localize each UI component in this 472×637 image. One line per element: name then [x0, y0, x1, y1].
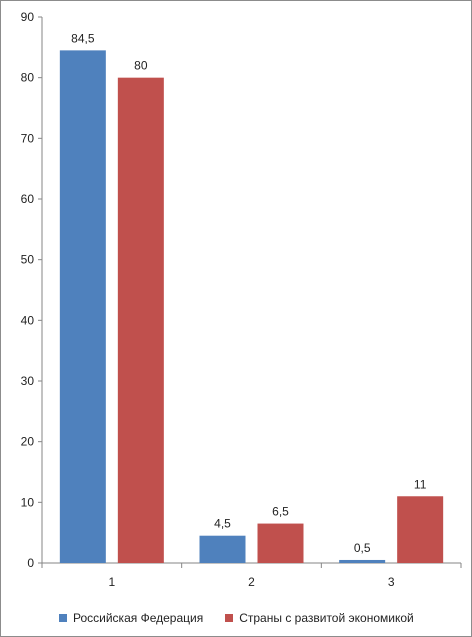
bar-series-2-cat-1 — [117, 77, 164, 564]
y-tick-label-90: 90 — [21, 10, 35, 24]
x-tick-label-2: 2 — [248, 575, 255, 589]
x-tick-label-1: 1 — [108, 575, 115, 589]
chart-legend: Российская Федерация Страны с развитой э… — [59, 610, 414, 626]
bar-series-1-cat-1 — [59, 50, 106, 564]
y-tick-label-0: 0 — [27, 556, 34, 570]
data-label-series-1-cat-3: 0,5 — [354, 541, 371, 555]
y-tick-label-10: 10 — [21, 495, 35, 509]
chart-bars — [59, 50, 444, 564]
bar-chart: 0 10 20 30 40 50 60 70 80 90 1 2 3 84,5 80 4,5 6,5 0,5 11 — [21, 10, 462, 589]
data-label-series-2-cat-2: 6,5 — [272, 505, 289, 519]
y-tick-label-20: 20 — [21, 435, 35, 449]
chart-data-labels: 84,5 80 4,5 6,5 0,5 11 — [71, 31, 427, 555]
x-tick-label-3: 3 — [388, 575, 395, 589]
bar-series-1-cat-3 — [339, 559, 386, 563]
data-label-series-2-cat-3: 11 — [414, 477, 427, 491]
chart-axes: 0 10 20 30 40 50 60 70 80 90 1 2 3 — [21, 10, 462, 589]
legend-swatch-series-2 — [225, 614, 234, 622]
data-label-series-1-cat-1: 84,5 — [71, 31, 95, 45]
y-tick-label-70: 70 — [21, 131, 35, 145]
y-tick-label-30: 30 — [21, 374, 35, 388]
data-label-series-2-cat-1: 80 — [134, 59, 148, 73]
y-tick-label-50: 50 — [21, 253, 35, 267]
bar-series-2-cat-3 — [397, 496, 444, 563]
y-tick-label-40: 40 — [21, 313, 35, 327]
legend-label-series-2: Страны с развитой экономикой — [239, 611, 414, 625]
data-label-series-1-cat-2: 4,5 — [214, 517, 231, 531]
y-tick-label-80: 80 — [21, 71, 35, 85]
legend-item-series-1: Российская Федерация — [59, 611, 203, 625]
y-tick-label-60: 60 — [21, 192, 35, 206]
bar-series-1-cat-2 — [199, 535, 246, 563]
bar-series-2-cat-2 — [257, 523, 304, 563]
legend-label-series-1: Российская Федерация — [73, 611, 204, 625]
legend-swatch-series-1 — [59, 614, 67, 622]
legend-item-series-2: Страны с развитой экономикой — [225, 611, 414, 625]
